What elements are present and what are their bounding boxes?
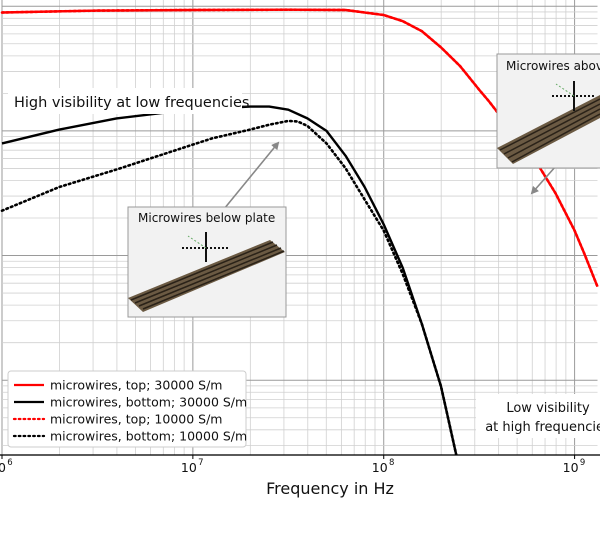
x-tick-exponent: 8 xyxy=(389,458,394,468)
low-visibility-box xyxy=(476,394,600,438)
series-line-4 xyxy=(0,119,458,455)
high-visibility-label: High visibility at low frequencies xyxy=(14,95,250,111)
legend-label-top-10000: microwires, top; 10000 S/m xyxy=(50,412,222,427)
inset-above-arrow xyxy=(530,165,557,195)
legend-label-top-30000: microwires, top; 30000 S/m xyxy=(50,378,222,393)
inset-below-arrow xyxy=(223,141,280,210)
inset-below-title: Microwires below plate xyxy=(138,211,275,225)
low-visibility-label-line2: at high frequencies xyxy=(485,420,600,435)
plot-frame xyxy=(0,454,600,456)
inset-below-wires-image xyxy=(128,232,285,312)
high-visibility-box xyxy=(8,88,242,114)
legend: microwires, top; 30000 S/m microwires, b… xyxy=(7,370,247,448)
legend-label-bottom-30000: microwires, bottom; 30000 S/m xyxy=(50,395,247,410)
legend-frame xyxy=(7,370,247,448)
x-tick-label: 10 xyxy=(181,460,197,475)
x-tick-label: 10 xyxy=(563,460,579,475)
inset-above-wires-image xyxy=(497,81,600,164)
x-tick-exponent: 9 xyxy=(580,458,585,468)
inset-below-plate: Microwires below plate xyxy=(127,141,287,318)
x-axis-label: Frequency in Hz xyxy=(266,479,394,498)
x-tick-label: 10 xyxy=(0,460,6,475)
inset-above-title: Microwires above plate xyxy=(506,59,600,73)
inset-above-plate: Microwires above plate xyxy=(496,53,600,195)
grid xyxy=(1,0,598,455)
x-tick-exponent: 7 xyxy=(198,458,203,468)
x-tick-label: 10 xyxy=(372,460,388,475)
x-tick-exponent: 6 xyxy=(7,458,12,468)
low-visibility-label-line1: Low visibility xyxy=(506,401,590,416)
x-tick-labels: 106107108109 xyxy=(0,455,585,475)
legend-label-bottom-10000: microwires, bottom; 10000 S/m xyxy=(50,429,247,444)
